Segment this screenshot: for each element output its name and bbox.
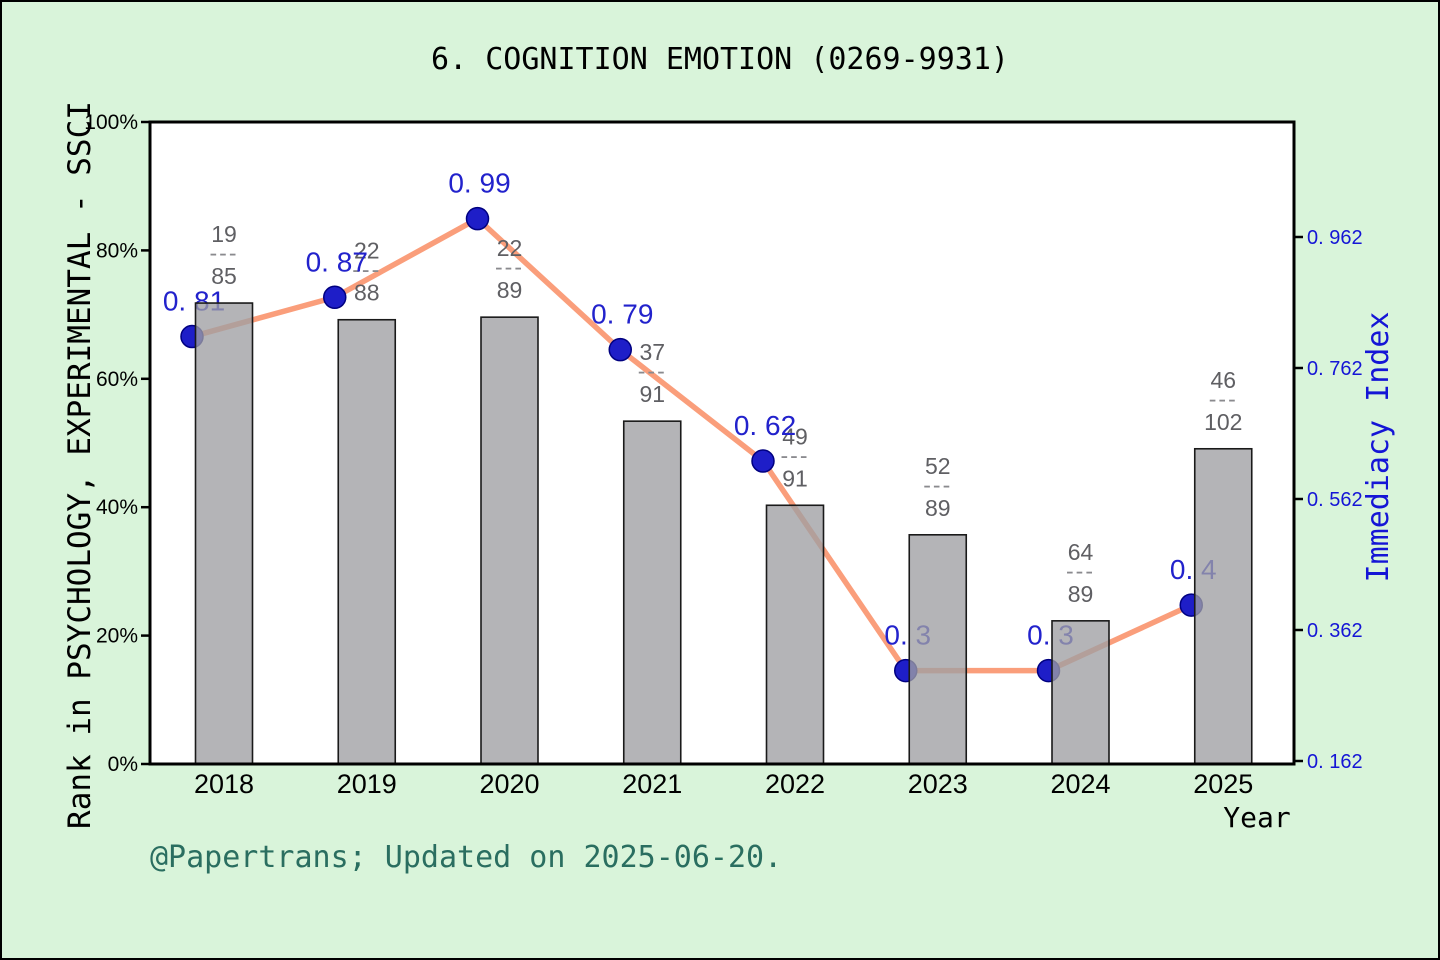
data-point-2021 [608,337,632,362]
rank-fraction-2019: 22---88 [352,238,381,306]
fraction-numerator: 49 [782,423,808,449]
fraction-numerator: 37 [639,339,665,365]
fraction-denominator: 91 [639,381,665,407]
fraction-numerator: 22 [354,238,380,264]
rank-fraction-2020: 22---89 [495,235,524,303]
fraction-denominator: 89 [497,277,523,303]
right-tick-label: 0. 762 [1307,358,1363,380]
right-tick-label: 0. 362 [1307,620,1363,642]
data-point-2020 [465,206,490,231]
left-tick-label: 60% [96,368,138,391]
x-tick-label-2021: 2021 [622,769,682,799]
rank-fraction-2023: 52---89 [923,453,952,521]
fraction-denominator: 88 [354,280,380,306]
left-tick-label: 80% [96,239,138,262]
left-tick-label: 100% [84,111,138,134]
right-tick-label: 0. 962 [1307,227,1363,249]
right-tick-label: 0. 562 [1307,489,1363,511]
x-axis-title: Year [1223,801,1291,834]
fraction-bar: --- [210,240,239,266]
x-tick-label-2018: 2018 [194,769,254,799]
bar-2019 [337,318,397,765]
bar-2021 [622,420,682,765]
data-point-2019 [323,285,347,310]
left-tick-label: 40% [96,496,138,519]
fraction-bar: --- [781,442,810,468]
bar-2018 [194,302,254,765]
x-tick-label-2025: 2025 [1193,769,1253,799]
fraction-numerator: 22 [497,235,523,261]
fraction-denominator: 85 [211,263,237,289]
value-label-2022: 0. 62 [734,410,796,441]
fraction-bar: --- [352,257,381,283]
x-tick-label-2019: 2019 [337,769,397,799]
value-label-2019: 0. 87 [306,246,368,277]
rank-fraction-2025: 46---102 [1204,367,1242,435]
x-tick-label-2022: 2022 [765,769,825,799]
fraction-denominator: 91 [782,465,808,491]
right-axis-title: Immediacy Index [1361,311,1396,583]
rank-fraction-2024: 64---89 [1066,539,1095,607]
x-tick-label-2024: 2024 [1050,769,1110,799]
rank-fraction-2021: 37---91 [638,339,667,407]
x-tick-label-2023: 2023 [908,769,968,799]
immediacy-index-line [189,215,1194,674]
fraction-bar: --- [923,472,952,498]
right-tick-label: 0. 162 [1307,751,1363,773]
bar-2022 [765,504,825,765]
left-tick-label: 20% [96,625,138,648]
fraction-bar: --- [638,358,667,384]
fraction-denominator: 89 [925,495,951,521]
bar-2020 [480,316,539,765]
fraction-bar: --- [1066,558,1095,584]
fraction-denominator: 102 [1204,409,1242,435]
bar-2024 [1051,620,1110,765]
rank-fraction-2018: 19---85 [210,221,239,289]
value-label-2020: 0. 99 [448,168,510,199]
left-tick-label: 0% [108,753,138,776]
plot-frame [148,120,1296,766]
fraction-denominator: 89 [1068,581,1094,607]
left-axis-title: Rank in PSYCHOLOGY, EXPERIMENTAL - SSCI [62,101,98,829]
data-point-2022 [751,449,775,473]
bar-2023 [908,534,968,765]
fraction-bar: --- [495,254,524,280]
fraction-numerator: 64 [1068,539,1094,565]
attribution-note: @Papertrans; Updated on 2025-06-20. [150,840,783,875]
value-label-2021: 0. 79 [591,299,653,330]
fraction-numerator: 19 [211,221,237,247]
x-tick-label-2020: 2020 [479,769,539,799]
bar-2025 [1193,447,1253,765]
chart-title: 6. COGNITION EMOTION (0269-9931) [431,42,1009,77]
rank-fraction-2022: 49---91 [781,423,810,491]
fraction-bar: --- [1209,386,1238,412]
plot-background [150,122,1294,764]
fraction-numerator: 52 [925,453,951,479]
fraction-numerator: 46 [1210,367,1236,393]
